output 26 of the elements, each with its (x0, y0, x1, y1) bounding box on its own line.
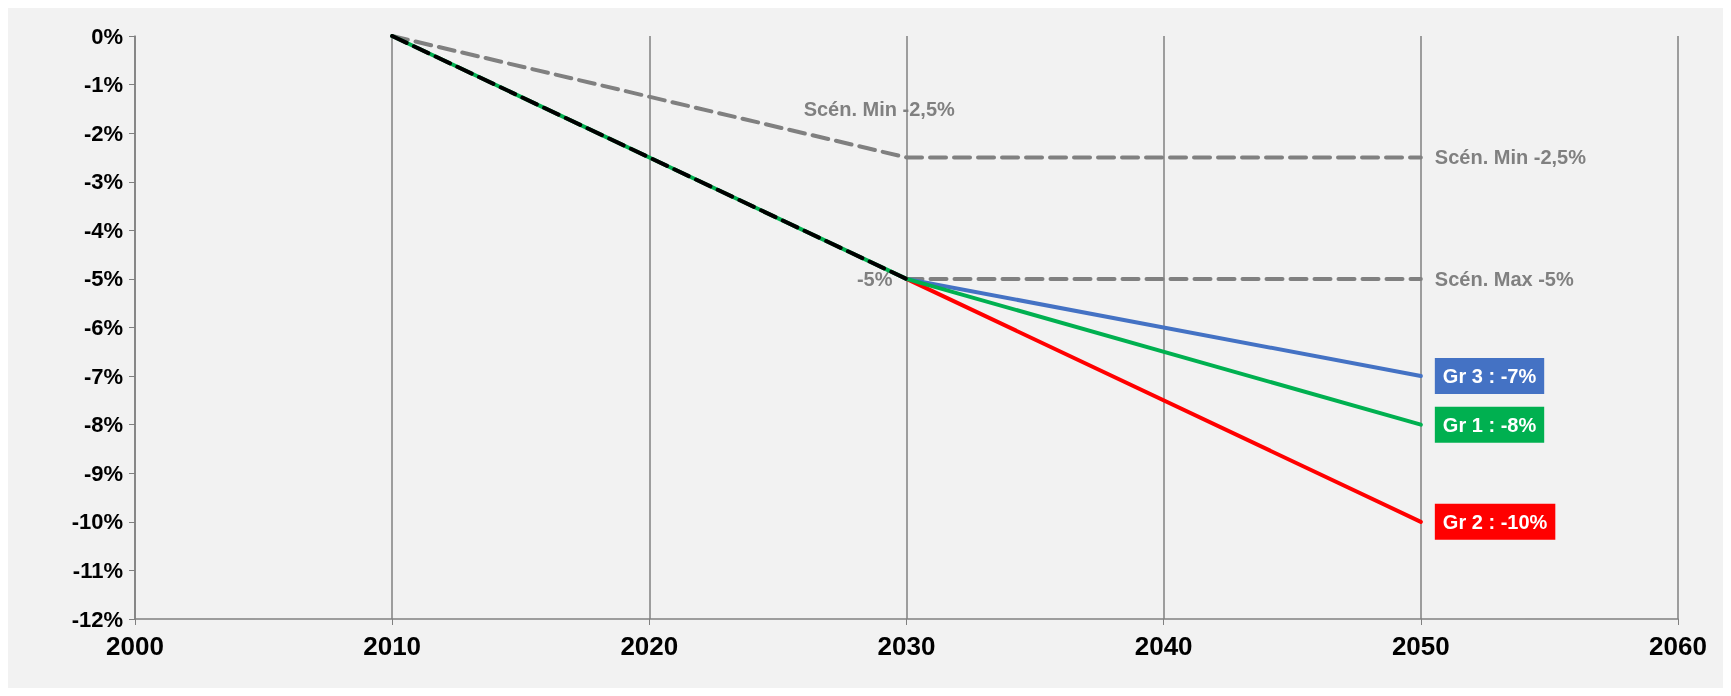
y-tick-label: -10% (71, 509, 123, 535)
annotation: -5% (856, 267, 893, 290)
y-tick-label: -2% (83, 120, 123, 146)
series-label: Gr 2 : -10% (1442, 510, 1548, 533)
y-tick-label: -9% (83, 460, 123, 486)
x-tick-label: 2040 (1134, 631, 1193, 661)
y-tick-label: -5% (83, 266, 123, 292)
x-tick-label: 2020 (620, 631, 679, 661)
y-tick-label: 0% (91, 23, 123, 49)
y-tick-label: -1% (83, 72, 123, 98)
y-tick-label: -3% (83, 169, 123, 195)
x-tick-label: 2010 (363, 631, 422, 661)
x-tick-label: 2030 (877, 631, 936, 661)
x-tick-label: 2050 (1391, 631, 1450, 661)
y-tick-label: -8% (83, 412, 123, 438)
y-tick-label: -12% (71, 606, 123, 632)
y-tick-label: -7% (83, 363, 123, 389)
y-tick-label: -4% (83, 217, 123, 243)
y-tick-label: -11% (72, 557, 123, 583)
series-label: Scén. Min -2,5% (1434, 146, 1587, 169)
series-label: Scén. Max -5% (1434, 267, 1574, 290)
series-label: Gr 3 : -7% (1442, 365, 1537, 388)
y-tick-label: -6% (83, 315, 123, 340)
x-tick-label: 2000 (106, 631, 164, 661)
x-tick-label: 2060 (1649, 631, 1707, 661)
series-label: Gr 1 : -8% (1442, 413, 1537, 436)
